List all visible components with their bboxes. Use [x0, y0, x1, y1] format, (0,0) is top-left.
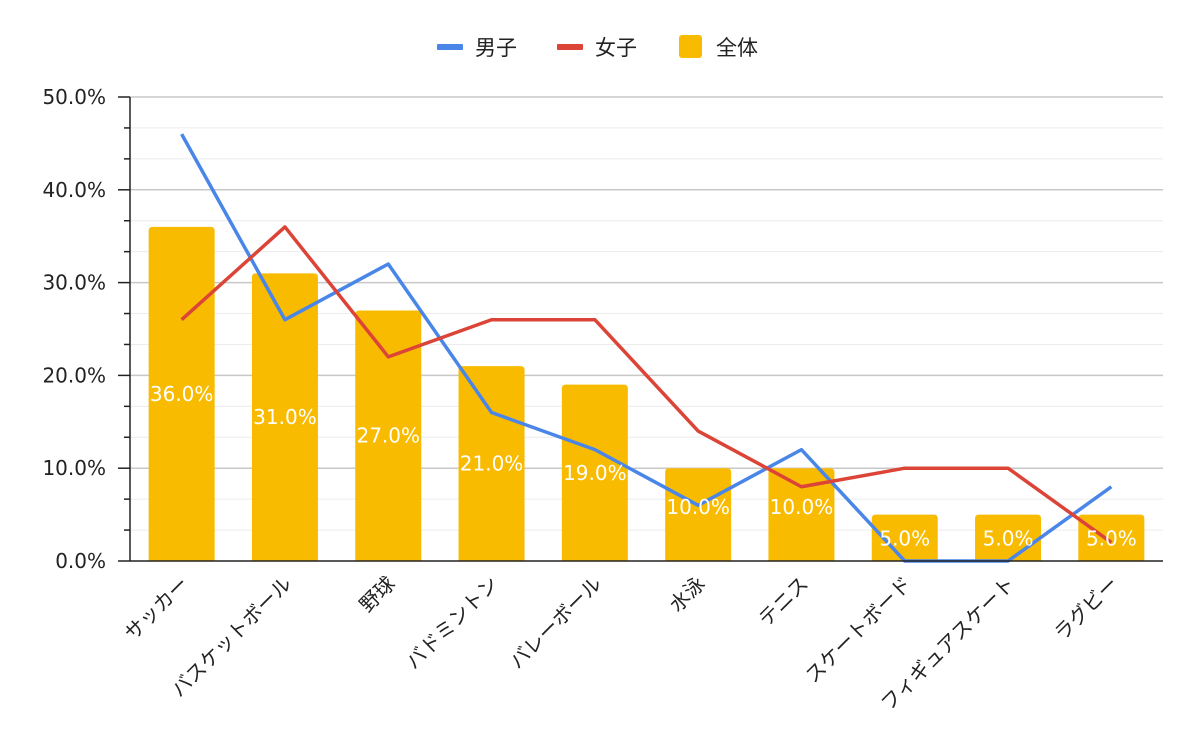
legend-item: 女子: [557, 36, 637, 60]
data-label: 19.0%: [563, 461, 627, 485]
bar-series-overall: [148, 226, 1145, 562]
bar: [458, 366, 525, 561]
legend-label: 全体: [716, 36, 758, 60]
series-line: [180, 133, 1113, 563]
bar: [148, 226, 215, 562]
series-line: [180, 225, 1113, 544]
bar: [1078, 514, 1145, 561]
line-series: [180, 133, 1113, 563]
x-category-label: 水泳: [664, 572, 709, 617]
axes: 0.0% 10.0% 20.0% 30.0% 40.0% 50.0%: [42, 85, 1163, 573]
y-tick-label: 30.0%: [42, 271, 106, 295]
y-tick-label: 40.0%: [42, 178, 106, 202]
legend-label: 男子: [475, 36, 517, 60]
data-label: 10.0%: [666, 495, 730, 519]
bar: [665, 468, 732, 561]
bar: [251, 273, 318, 561]
legend-item: 男子: [437, 36, 517, 60]
data-label: 5.0%: [879, 527, 930, 551]
data-label: 27.0%: [356, 424, 420, 448]
bar: [768, 468, 835, 561]
data-label: 10.0%: [770, 495, 834, 519]
x-category-label: ラグビー: [1049, 572, 1123, 646]
x-category-label: テニス: [754, 572, 813, 631]
legend-swatch-line: [557, 44, 583, 50]
x-category-label: サッカー: [120, 572, 194, 646]
x-category-label: 野球: [355, 572, 400, 617]
data-labels: 36.0% 31.0% 27.0% 21.0% 19.0% 10.0% 10.0% 5.0% 5…: [150, 382, 1137, 551]
data-label: 5.0%: [1086, 527, 1137, 551]
legend: 男子 女子 全体: [437, 35, 758, 60]
legend-label: 女子: [595, 36, 637, 60]
y-tick-label: 0.0%: [55, 549, 106, 573]
data-label: 31.0%: [253, 405, 317, 429]
legend-swatch-line: [437, 44, 463, 50]
y-tick-label: 20.0%: [42, 363, 106, 387]
legend-swatch-box: [679, 35, 702, 58]
data-label: 36.0%: [150, 382, 214, 406]
bar: [355, 310, 422, 561]
bar: [871, 514, 938, 561]
bar: [561, 384, 628, 561]
y-tick-label: 50.0%: [42, 85, 106, 109]
data-label: 5.0%: [983, 527, 1034, 551]
data-label: 21.0%: [460, 452, 524, 476]
legend-item: 全体: [679, 35, 758, 60]
x-category-label: バドミントン: [401, 572, 503, 674]
y-tick-label: 10.0%: [42, 456, 106, 480]
x-category-label: バレーボール: [505, 572, 607, 674]
x-category-label: スケートボード: [800, 572, 916, 688]
